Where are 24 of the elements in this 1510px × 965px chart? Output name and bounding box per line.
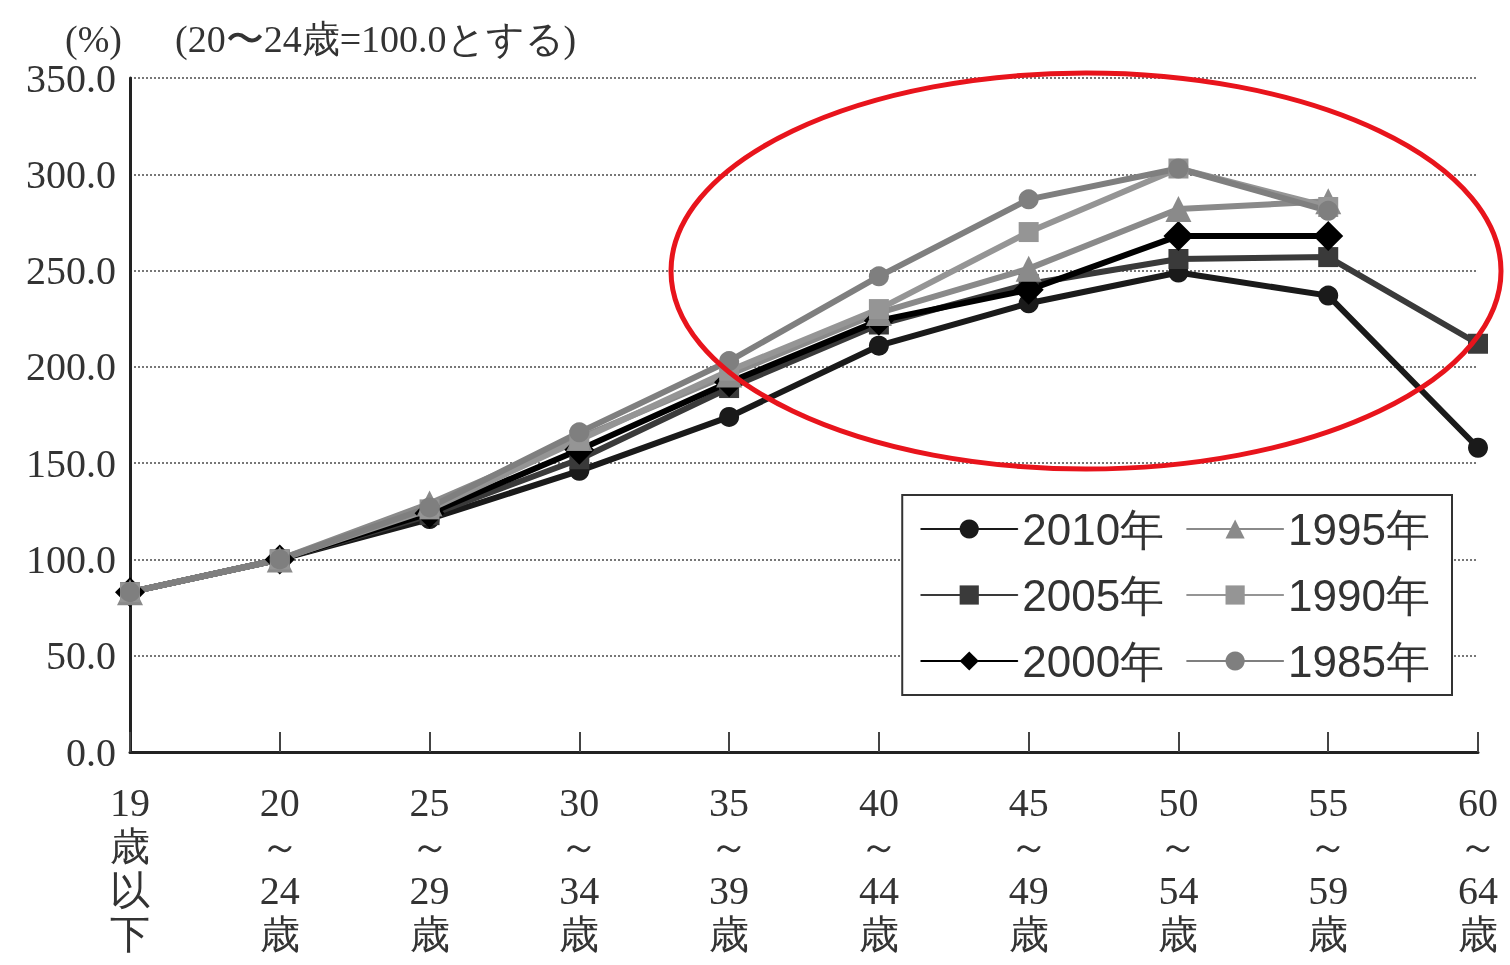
x-tick-label: 60～64歳 — [1458, 779, 1498, 957]
legend-label: 2005年 — [1022, 570, 1165, 620]
y-tick-label: 50.0 — [46, 633, 116, 679]
legend-label: 2000年 — [1022, 636, 1165, 686]
y-tick-label: 150.0 — [26, 440, 116, 486]
x-tick-label: 19歳以下 — [110, 779, 150, 957]
legend-label: 2010年 — [1022, 504, 1165, 554]
x-tick-label: 35～39歳 — [709, 779, 750, 957]
x-tick-label: 25～29歳 — [409, 779, 450, 957]
y-tick-label: 300.0 — [26, 151, 116, 197]
y-tick-label: 200.0 — [26, 344, 116, 390]
x-tick-label: 55～59歳 — [1308, 779, 1349, 957]
x-tick-label: 20～24歳 — [259, 779, 300, 957]
x-tick-label: 30～34歳 — [559, 779, 600, 957]
y-tick-label: 0.0 — [66, 729, 116, 775]
y-tick-label: 250.0 — [26, 248, 116, 294]
legend-label: 1990年 — [1288, 570, 1431, 620]
x-tick-label: 40～44歳 — [858, 779, 899, 957]
x-tick-label: 45～49歳 — [1008, 779, 1049, 957]
text: (20〜24歳=100.0とする) — [175, 18, 577, 61]
legend-label: 1985年 — [1288, 636, 1431, 686]
y-tick-label: 100.0 — [26, 536, 116, 582]
legend-label: 1995年 — [1288, 504, 1431, 554]
x-tick-label: 50～54歳 — [1158, 779, 1199, 957]
